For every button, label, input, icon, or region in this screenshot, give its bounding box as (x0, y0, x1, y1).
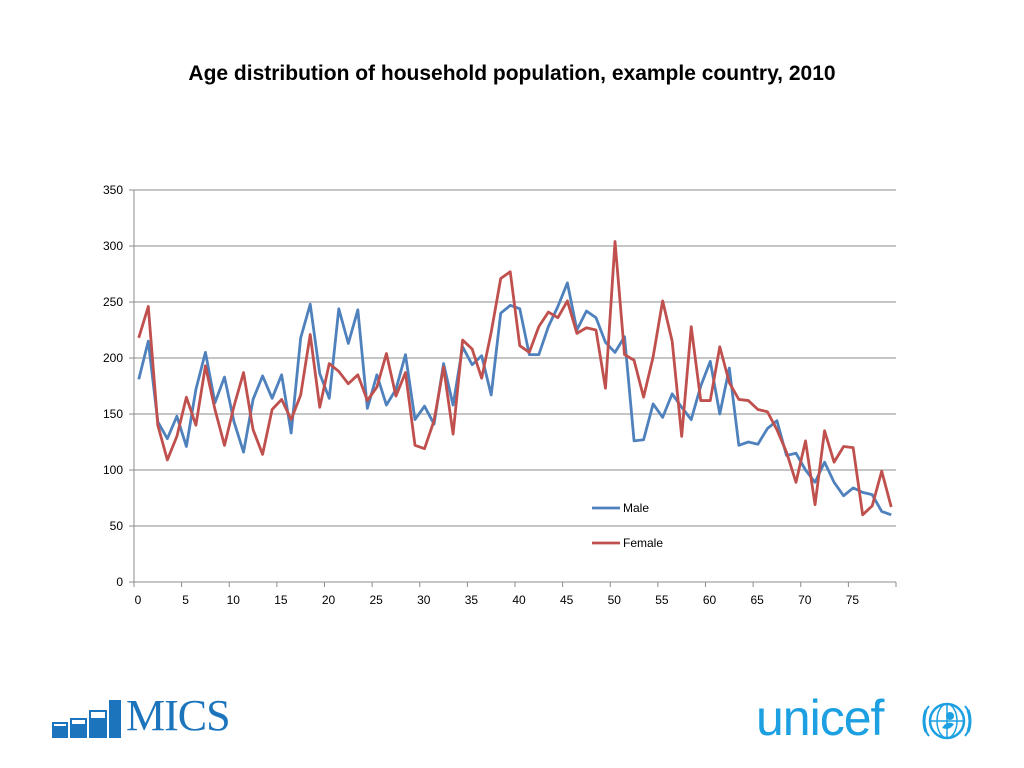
mics-logo-icon (52, 700, 121, 738)
series-line-female (137, 240, 893, 517)
line-chart: 0 50 100 150 200 250 300 350 0 5 10 15 20 25 30 35 40 45 5… (103, 183, 897, 607)
x-tick-label: 5 (182, 593, 189, 607)
x-tick-label: 15 (274, 593, 288, 607)
unicef-logo-text: unicef (756, 690, 884, 746)
y-tick-label: 250 (103, 295, 123, 309)
x-tick-label: 40 (512, 593, 526, 607)
x-tick-label: 50 (608, 593, 622, 607)
unicef-emblem-icon (922, 702, 972, 740)
y-tick-label: 300 (103, 239, 123, 253)
x-tick-label: 60 (703, 593, 717, 607)
x-tick-label: 55 (655, 593, 669, 607)
gridlines (134, 189, 896, 527)
mics-bar-3-fill (91, 718, 105, 736)
x-tick-label: 65 (750, 593, 764, 607)
y-tick-label: 100 (103, 463, 123, 477)
legend-label-male: Male (623, 501, 649, 515)
legend-label-female: Female (623, 536, 663, 550)
mics-bar-4 (109, 700, 121, 738)
mics-logo-text: MICS (126, 691, 231, 740)
y-tick-label: 350 (103, 183, 123, 197)
x-tick-label: 20 (322, 593, 336, 607)
x-tick-label: 70 (798, 593, 812, 607)
axes (129, 189, 897, 587)
y-tick-label: 50 (110, 519, 124, 533)
series-lines (137, 240, 893, 517)
x-tick-label: 10 (227, 593, 241, 607)
x-tick-label: 75 (846, 593, 860, 607)
x-tick-label: 35 (465, 593, 479, 607)
x-tick-label: 25 (369, 593, 383, 607)
legend: Male Female (592, 501, 663, 550)
y-tick-label: 0 (116, 575, 123, 589)
x-tick-label: 45 (560, 593, 574, 607)
tick-labels: 0 50 100 150 200 250 300 350 0 5 10 15 20 25 30 35 40 45 5… (103, 183, 859, 607)
slide-title: Age distribution of household population… (188, 62, 836, 85)
y-tick-label: 150 (103, 407, 123, 421)
x-tick-label: 30 (417, 593, 431, 607)
mics-bar-2-fill (72, 724, 85, 736)
y-tick-label: 200 (103, 351, 123, 365)
x-tick-label: 0 (135, 593, 142, 607)
mics-bar-1-fill (54, 726, 66, 736)
